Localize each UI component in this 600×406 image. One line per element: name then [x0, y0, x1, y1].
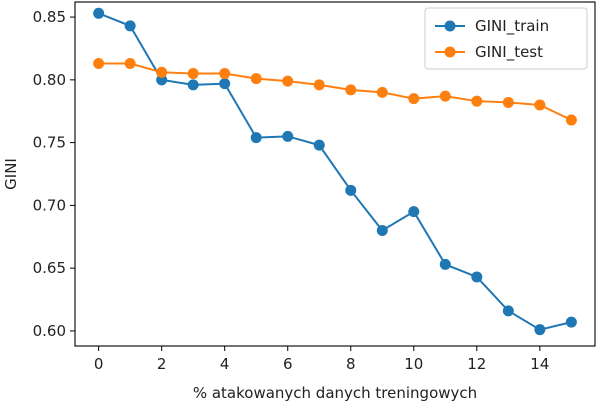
x-tick-label: 12 — [467, 355, 486, 373]
y-tick-label: 0.65 — [33, 259, 66, 277]
y-tick-label: 0.80 — [33, 71, 66, 89]
y-tick-label: 0.75 — [33, 134, 66, 152]
data-point-gini-train — [219, 78, 231, 90]
data-point-gini-test — [219, 68, 231, 80]
y-tick-label: 0.60 — [33, 322, 66, 340]
data-point-gini-train — [156, 74, 168, 86]
data-point-gini-train — [408, 206, 420, 218]
data-point-gini-train — [534, 324, 546, 336]
data-point-gini-test — [187, 68, 199, 80]
data-point-gini-test — [439, 90, 451, 102]
legend-marker-gini-test — [444, 46, 456, 58]
data-point-gini-train — [345, 184, 357, 196]
series-line-gini-train — [98, 12, 572, 331]
y-axis-ticks: 0.60 0.65 0.70 0.75 0.80 0.85 — [33, 8, 75, 340]
x-axis-label: % atakowanych danych treningowych — [193, 384, 477, 402]
y-tick-label: 0.70 — [33, 196, 66, 214]
data-point-gini-test — [534, 99, 546, 111]
data-point-gini-train — [471, 271, 483, 283]
legend-label-gini-train: GINI_train — [475, 17, 549, 36]
data-point-gini-test — [282, 75, 294, 87]
data-point-gini-train — [313, 139, 325, 151]
legend-marker-gini-train — [444, 20, 456, 32]
data-point-gini-train — [565, 316, 577, 328]
x-tick-label: 10 — [404, 355, 423, 373]
data-point-gini-train — [502, 305, 514, 317]
data-point-gini-test — [502, 96, 514, 108]
x-tick-label: 0 — [94, 355, 104, 373]
legend: GINI_train GINI_test — [424, 7, 588, 70]
x-axis-ticks: 0 2 4 6 8 10 12 14 — [94, 346, 549, 373]
data-point-gini-test — [93, 58, 105, 70]
data-point-gini-train — [93, 7, 105, 19]
y-axis-label: GINI — [2, 158, 20, 190]
plot-frame — [74, 1, 596, 347]
x-tick-label: 2 — [157, 355, 167, 373]
x-tick-label: 4 — [220, 355, 230, 373]
data-point-gini-test — [345, 84, 357, 96]
data-point-gini-test — [565, 114, 577, 126]
data-point-gini-test — [250, 73, 262, 85]
x-tick-label: 8 — [346, 355, 356, 373]
x-tick-label: 14 — [530, 355, 549, 373]
data-point-gini-train — [250, 132, 262, 144]
data-point-gini-train — [187, 79, 199, 91]
data-point-gini-test — [408, 93, 420, 105]
y-tick-label: 0.85 — [33, 8, 66, 26]
data-point-gini-train — [376, 224, 388, 236]
data-point-gini-train — [124, 20, 136, 32]
data-point-gini-test — [156, 66, 168, 78]
data-point-gini-test — [124, 58, 136, 70]
axes — [74, 1, 596, 347]
series-layer — [93, 7, 577, 336]
data-point-gini-test — [313, 79, 325, 91]
series-line-gini-test — [98, 62, 572, 121]
x-tick-label: 6 — [283, 355, 293, 373]
data-point-gini-train — [282, 130, 294, 142]
legend-label-gini-test: GINI_test — [475, 43, 543, 62]
data-point-gini-train — [439, 258, 451, 270]
data-point-gini-test — [471, 95, 483, 107]
legend-box — [424, 7, 588, 70]
data-point-gini-test — [376, 86, 388, 98]
